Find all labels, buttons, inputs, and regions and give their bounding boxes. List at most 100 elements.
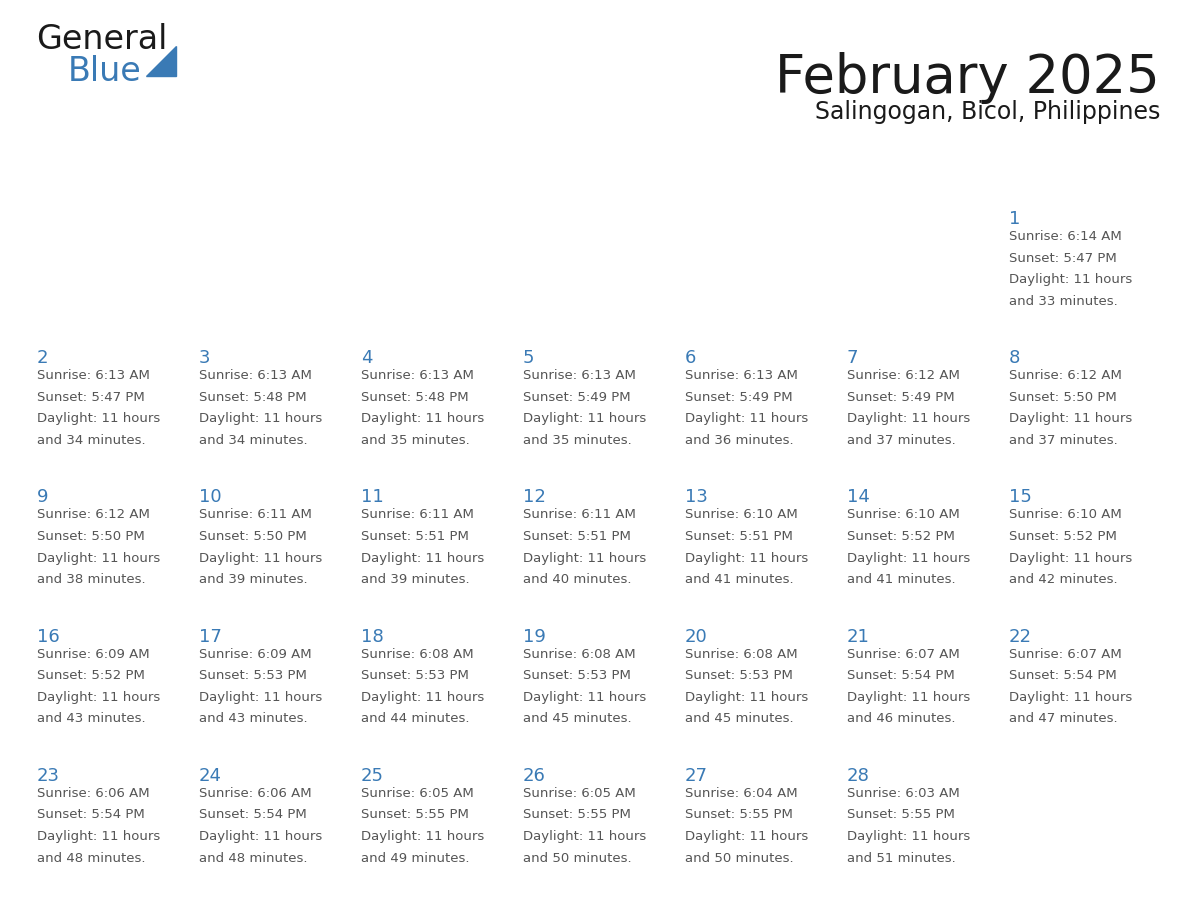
Text: Sunrise: 6:10 AM: Sunrise: 6:10 AM — [685, 509, 797, 521]
Text: Sunset: 5:50 PM: Sunset: 5:50 PM — [37, 530, 145, 543]
Text: 14: 14 — [847, 488, 870, 507]
Text: Sunset: 5:54 PM: Sunset: 5:54 PM — [1009, 669, 1117, 682]
Text: Daylight: 11 hours: Daylight: 11 hours — [361, 690, 485, 704]
Text: Sunset: 5:49 PM: Sunset: 5:49 PM — [685, 391, 792, 404]
Text: 15: 15 — [1009, 488, 1032, 507]
Text: Sunrise: 6:13 AM: Sunrise: 6:13 AM — [37, 369, 150, 382]
Text: Sunrise: 6:12 AM: Sunrise: 6:12 AM — [37, 509, 150, 521]
Text: Saturday: Saturday — [1011, 169, 1102, 187]
Text: 9: 9 — [37, 488, 49, 507]
Text: Daylight: 11 hours: Daylight: 11 hours — [685, 830, 808, 843]
Text: and 42 minutes.: and 42 minutes. — [1009, 573, 1118, 586]
Text: Sunset: 5:53 PM: Sunset: 5:53 PM — [523, 669, 631, 682]
Text: and 36 minutes.: and 36 minutes. — [685, 434, 794, 447]
Text: Sunrise: 6:13 AM: Sunrise: 6:13 AM — [198, 369, 311, 382]
Text: Daylight: 11 hours: Daylight: 11 hours — [198, 830, 322, 843]
Text: and 48 minutes.: and 48 minutes. — [198, 852, 308, 865]
Text: Sunrise: 6:03 AM: Sunrise: 6:03 AM — [847, 787, 960, 800]
Text: 17: 17 — [198, 628, 222, 645]
Text: Daylight: 11 hours: Daylight: 11 hours — [847, 830, 971, 843]
Text: and 49 minutes.: and 49 minutes. — [361, 852, 469, 865]
Text: and 50 minutes.: and 50 minutes. — [685, 852, 794, 865]
Text: 27: 27 — [685, 767, 708, 785]
Text: and 35 minutes.: and 35 minutes. — [523, 434, 632, 447]
Text: Sunrise: 6:08 AM: Sunrise: 6:08 AM — [523, 647, 636, 661]
Text: Friday: Friday — [849, 169, 911, 187]
Text: and 39 minutes.: and 39 minutes. — [198, 573, 308, 586]
Text: and 40 minutes.: and 40 minutes. — [523, 573, 632, 586]
Text: and 35 minutes.: and 35 minutes. — [361, 434, 469, 447]
Text: Sunrise: 6:09 AM: Sunrise: 6:09 AM — [37, 647, 150, 661]
Text: Daylight: 11 hours: Daylight: 11 hours — [1009, 552, 1132, 565]
Text: and 41 minutes.: and 41 minutes. — [847, 573, 955, 586]
Text: Sunrise: 6:12 AM: Sunrise: 6:12 AM — [847, 369, 960, 382]
Text: Sunrise: 6:08 AM: Sunrise: 6:08 AM — [685, 647, 797, 661]
Text: February 2025: February 2025 — [776, 52, 1159, 104]
Text: and 45 minutes.: and 45 minutes. — [523, 712, 632, 725]
Text: and 34 minutes.: and 34 minutes. — [37, 434, 146, 447]
Text: Daylight: 11 hours: Daylight: 11 hours — [37, 830, 160, 843]
Polygon shape — [146, 46, 176, 76]
Text: 16: 16 — [37, 628, 59, 645]
Text: Sunrise: 6:11 AM: Sunrise: 6:11 AM — [198, 509, 311, 521]
Text: Daylight: 11 hours: Daylight: 11 hours — [198, 690, 322, 704]
Text: 22: 22 — [1009, 628, 1032, 645]
Text: 7: 7 — [847, 349, 859, 367]
Text: 28: 28 — [847, 767, 870, 785]
Text: Sunset: 5:49 PM: Sunset: 5:49 PM — [847, 391, 955, 404]
Text: and 38 minutes.: and 38 minutes. — [37, 573, 146, 586]
Text: Sunrise: 6:05 AM: Sunrise: 6:05 AM — [361, 787, 474, 800]
Text: and 45 minutes.: and 45 minutes. — [685, 712, 794, 725]
Text: 20: 20 — [685, 628, 708, 645]
Text: Sunset: 5:52 PM: Sunset: 5:52 PM — [37, 669, 145, 682]
Text: Sunset: 5:51 PM: Sunset: 5:51 PM — [361, 530, 469, 543]
Text: Daylight: 11 hours: Daylight: 11 hours — [361, 552, 485, 565]
Text: Sunrise: 6:13 AM: Sunrise: 6:13 AM — [361, 369, 474, 382]
Text: Daylight: 11 hours: Daylight: 11 hours — [198, 412, 322, 425]
Text: Daylight: 11 hours: Daylight: 11 hours — [361, 830, 485, 843]
Text: 11: 11 — [361, 488, 384, 507]
Text: Daylight: 11 hours: Daylight: 11 hours — [523, 412, 646, 425]
Text: and 33 minutes.: and 33 minutes. — [1009, 295, 1118, 308]
Text: Sunrise: 6:11 AM: Sunrise: 6:11 AM — [361, 509, 474, 521]
Text: Tuesday: Tuesday — [364, 169, 446, 187]
Text: Sunset: 5:50 PM: Sunset: 5:50 PM — [1009, 391, 1117, 404]
Text: Sunset: 5:47 PM: Sunset: 5:47 PM — [1009, 252, 1117, 264]
Text: Sunset: 5:51 PM: Sunset: 5:51 PM — [685, 530, 792, 543]
Text: Sunrise: 6:10 AM: Sunrise: 6:10 AM — [847, 509, 960, 521]
Text: Sunrise: 6:12 AM: Sunrise: 6:12 AM — [1009, 369, 1121, 382]
Text: 26: 26 — [523, 767, 545, 785]
Text: Sunrise: 6:09 AM: Sunrise: 6:09 AM — [198, 647, 311, 661]
Text: and 51 minutes.: and 51 minutes. — [847, 852, 955, 865]
Text: Sunrise: 6:13 AM: Sunrise: 6:13 AM — [685, 369, 798, 382]
Text: and 41 minutes.: and 41 minutes. — [685, 573, 794, 586]
Text: Sunrise: 6:07 AM: Sunrise: 6:07 AM — [847, 647, 960, 661]
Text: 19: 19 — [523, 628, 545, 645]
Text: 4: 4 — [361, 349, 372, 367]
Text: Salingogan, Bicol, Philippines: Salingogan, Bicol, Philippines — [815, 100, 1159, 124]
Text: Daylight: 11 hours: Daylight: 11 hours — [523, 830, 646, 843]
Text: and 34 minutes.: and 34 minutes. — [198, 434, 308, 447]
Text: Sunset: 5:55 PM: Sunset: 5:55 PM — [523, 809, 631, 822]
Text: Sunset: 5:49 PM: Sunset: 5:49 PM — [523, 391, 631, 404]
Text: Sunset: 5:53 PM: Sunset: 5:53 PM — [361, 669, 469, 682]
Text: Sunrise: 6:10 AM: Sunrise: 6:10 AM — [1009, 509, 1121, 521]
Text: and 43 minutes.: and 43 minutes. — [37, 712, 146, 725]
Text: Sunrise: 6:06 AM: Sunrise: 6:06 AM — [37, 787, 150, 800]
Text: Daylight: 11 hours: Daylight: 11 hours — [37, 552, 160, 565]
Text: Wednesday: Wednesday — [525, 169, 642, 187]
Text: Sunset: 5:53 PM: Sunset: 5:53 PM — [685, 669, 792, 682]
Text: Daylight: 11 hours: Daylight: 11 hours — [37, 412, 160, 425]
Text: Sunrise: 6:14 AM: Sunrise: 6:14 AM — [1009, 230, 1121, 243]
Text: Sunrise: 6:07 AM: Sunrise: 6:07 AM — [1009, 647, 1121, 661]
Text: Daylight: 11 hours: Daylight: 11 hours — [685, 690, 808, 704]
Text: and 43 minutes.: and 43 minutes. — [198, 712, 308, 725]
Text: Daylight: 11 hours: Daylight: 11 hours — [847, 690, 971, 704]
Text: Daylight: 11 hours: Daylight: 11 hours — [198, 552, 322, 565]
Text: and 44 minutes.: and 44 minutes. — [361, 712, 469, 725]
Text: Sunrise: 6:06 AM: Sunrise: 6:06 AM — [198, 787, 311, 800]
Text: 3: 3 — [198, 349, 210, 367]
Text: and 50 minutes.: and 50 minutes. — [523, 852, 632, 865]
Text: Sunset: 5:50 PM: Sunset: 5:50 PM — [198, 530, 307, 543]
Text: Daylight: 11 hours: Daylight: 11 hours — [523, 690, 646, 704]
